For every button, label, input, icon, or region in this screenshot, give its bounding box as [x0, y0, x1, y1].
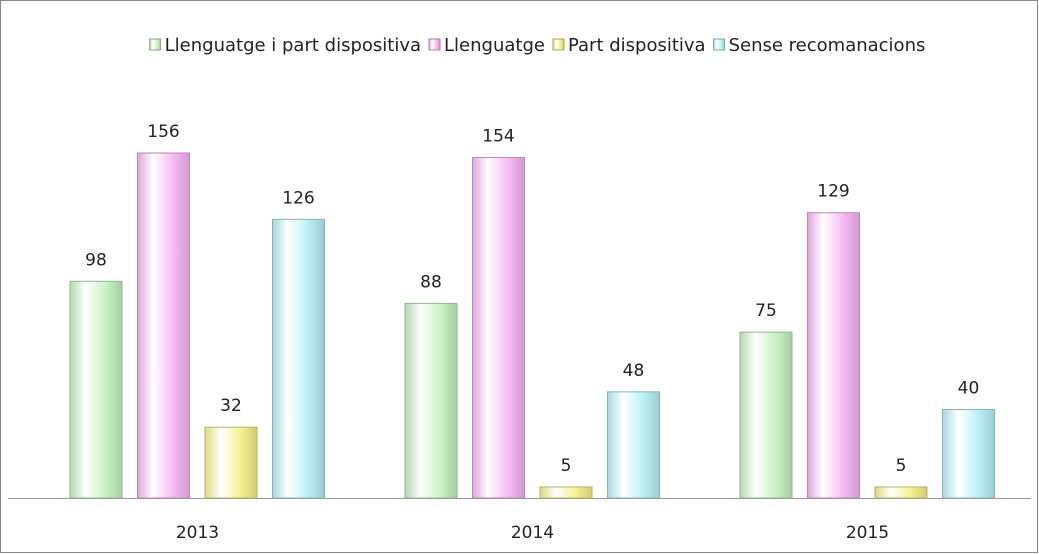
data-label: 48	[623, 361, 645, 381]
bar	[472, 156, 525, 499]
legend: Llenguatge i part dispositiva Llenguatge P…	[149, 35, 926, 56]
x-tick-label: 2014	[511, 523, 554, 543]
data-label: 98	[85, 250, 107, 270]
bar	[404, 302, 458, 499]
bar	[874, 486, 928, 499]
bar	[272, 218, 325, 499]
legend-swatch	[713, 38, 726, 51]
data-label: 75	[755, 301, 777, 321]
data-label: 5	[561, 456, 572, 476]
bar	[539, 486, 593, 499]
data-label: 40	[958, 379, 980, 399]
legend-label: Llenguatge	[444, 35, 545, 56]
bar	[204, 426, 258, 499]
data-label: 156	[147, 122, 179, 142]
data-label: 88	[420, 272, 442, 292]
data-label: 5	[896, 456, 907, 476]
x-tick-label: 2013	[176, 523, 219, 543]
legend-label: Llenguatge i part dispositiva	[165, 35, 421, 56]
legend-label: Part dispositiva	[568, 35, 706, 56]
bar	[607, 391, 660, 499]
bar	[807, 212, 860, 499]
legend-swatch	[428, 38, 441, 51]
bar	[69, 280, 123, 499]
legend-swatch	[149, 38, 162, 51]
data-label: 126	[282, 188, 314, 208]
legend-label: Sense recomanacions	[729, 35, 926, 56]
bar	[942, 409, 995, 499]
legend-swatch	[552, 38, 565, 51]
data-label: 154	[482, 126, 514, 146]
x-tick-label: 2015	[846, 523, 889, 543]
bar	[739, 331, 793, 499]
data-label: 129	[817, 182, 849, 202]
data-label: 32	[220, 396, 242, 416]
bar	[137, 152, 190, 499]
